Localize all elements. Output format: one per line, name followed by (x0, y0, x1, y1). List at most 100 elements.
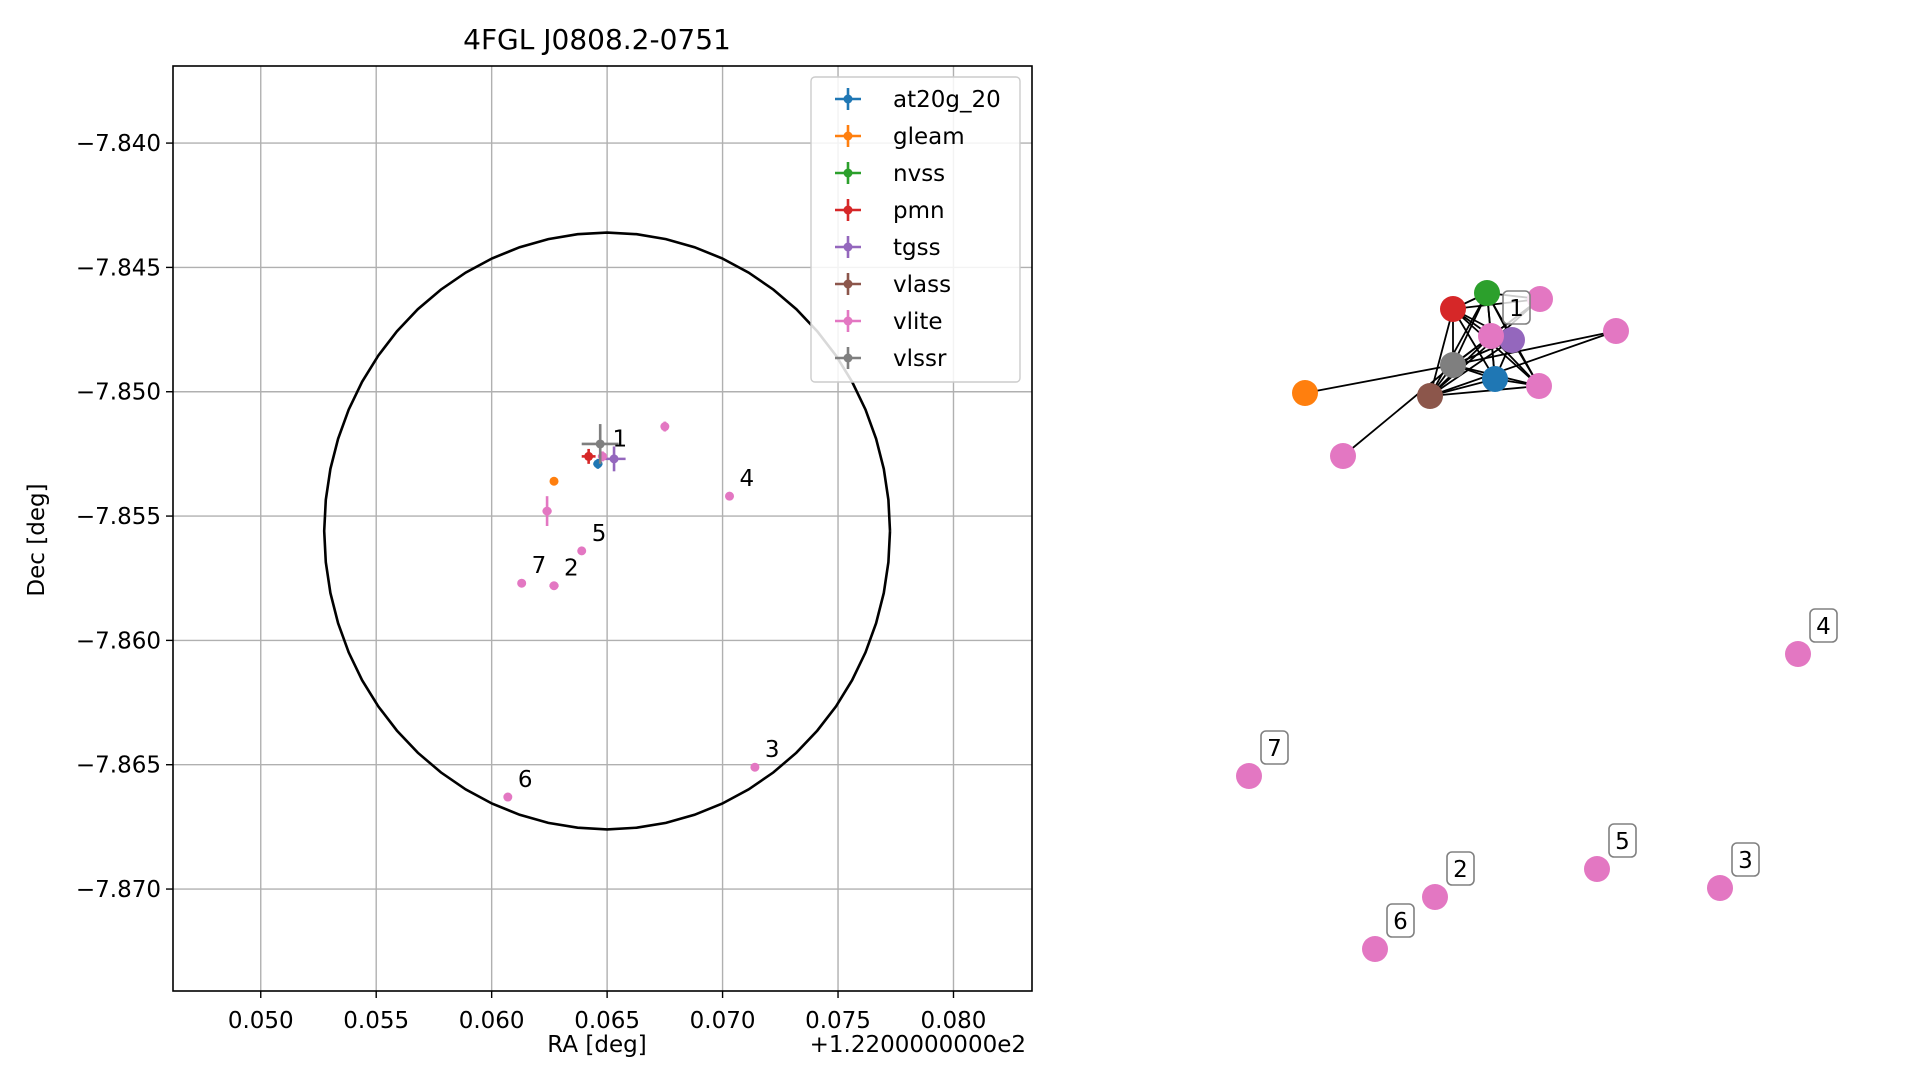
legend-entry-at20g_20: at20g_20 (835, 87, 1001, 113)
graph-node-vlite3 (1707, 875, 1733, 901)
node-label: 6 (1393, 909, 1408, 935)
point-label: 5 (592, 521, 607, 547)
plot-frame (172, 65, 1033, 992)
graph-edge (1342, 364, 1454, 457)
legend-marker (843, 168, 853, 178)
node-label-box: 7 (1260, 730, 1289, 765)
graph-edge (1429, 330, 1617, 397)
graph-node-nvss (1474, 280, 1500, 306)
point-marker (549, 476, 559, 486)
x-tick-label: 0.060 (459, 1008, 525, 1034)
legend-entry-gleam: gleam (835, 124, 965, 150)
y-tick-label: −7.845 (76, 255, 161, 281)
point-marker (549, 581, 559, 591)
point-marker (660, 422, 670, 432)
node-label: 2 (1453, 857, 1468, 883)
graph-node-vlite2 (1422, 884, 1448, 910)
graph-edge (1452, 330, 1617, 366)
graph-node-vlite_a (1527, 286, 1553, 312)
axis-ticks: 0.050 0.055 0.060 0.065 0.070 0.075 0.080 −7.84… (76, 131, 987, 1034)
scatter-chart: 4FGL J0808.2-0751 1 2 3 4 5 6 7 0.050 0.055 0.06… (24, 23, 1033, 1058)
data-point-vlite (725, 491, 735, 501)
legend-marker (843, 94, 853, 104)
localization-ellipse (322, 231, 892, 831)
node-label: 7 (1267, 736, 1282, 762)
y-tick-label: −7.860 (76, 628, 161, 654)
graph-node-gleam (1292, 380, 1318, 406)
data-point-vlite (517, 578, 527, 588)
legend-label: vlite (893, 309, 943, 335)
label-bubble (1386, 903, 1415, 938)
graph-node-vlssr (1440, 352, 1466, 378)
data-point-vlite (750, 762, 760, 772)
graph-node-vlite7 (1236, 763, 1262, 789)
graph-node-vlite_b (1330, 443, 1356, 469)
data-point-vlssr (581, 424, 619, 464)
data-point-vlite (503, 792, 513, 802)
label-bubble (1608, 823, 1637, 858)
point-marker (517, 578, 527, 588)
x-tick-label: 0.080 (921, 1008, 987, 1034)
data-point-vlite (577, 546, 587, 556)
legend-marker (843, 353, 853, 363)
x-tick-label: 0.070 (690, 1008, 756, 1034)
chart-title: 4FGL J0808.2-0751 (463, 23, 731, 56)
node-label-box: 5 (1608, 823, 1637, 858)
legend-entry-vlite: vlite (835, 309, 943, 335)
label-bubble (1260, 730, 1289, 765)
x-tick-label: 0.050 (228, 1008, 294, 1034)
legend-marker (843, 279, 853, 289)
x-tick-label: 0.065 (574, 1008, 640, 1034)
data-point-vlite (549, 581, 559, 591)
point-marker (725, 491, 735, 501)
point-label: 1 (613, 426, 628, 452)
node-label: 4 (1816, 614, 1831, 640)
legend-label: at20g_20 (893, 87, 1001, 113)
node-label-box: 3 (1731, 842, 1760, 877)
label-bubble (1731, 842, 1760, 877)
data-point-pmn (581, 448, 596, 464)
network-diagram: 1 2 3 4 5 6 7 (1236, 280, 1838, 962)
point-label: 6 (518, 767, 533, 793)
node-label: 5 (1615, 829, 1630, 855)
graph-edge (1429, 292, 1488, 397)
data-point-gleam (549, 476, 559, 486)
data-point-vlite (660, 421, 670, 432)
point-label: 7 (532, 553, 547, 579)
point-marker (577, 546, 587, 556)
y-tick-label: −7.840 (76, 131, 161, 157)
legend-marker (843, 205, 853, 215)
legend-label: tgss (893, 235, 941, 261)
legend-label: gleam (893, 124, 965, 150)
node-label-box: 6 (1386, 903, 1415, 938)
data-points (503, 421, 760, 802)
x-axis-label: RA [deg] (547, 1032, 646, 1058)
node-label: 1 (1509, 296, 1524, 322)
graph-node-at20g_20 (1482, 366, 1508, 392)
graph-node-vlite_c (1526, 373, 1552, 399)
graph-node-vlite6 (1362, 936, 1388, 962)
data-point-tgss (602, 446, 626, 472)
graph-node-pmn (1440, 296, 1466, 322)
x-tick-label: 0.075 (805, 1008, 871, 1034)
legend-label: vlass (893, 272, 951, 298)
legend-label: nvss (893, 161, 945, 187)
node-label-box: 4 (1809, 608, 1838, 643)
point-marker (584, 451, 594, 461)
graph-node-tgss (1499, 327, 1525, 353)
y-tick-label: −7.850 (76, 380, 161, 406)
graph-node-vlite1 (1478, 323, 1504, 349)
data-point-vlite (542, 496, 552, 527)
y-tick-label: −7.865 (76, 753, 161, 779)
graph-node-vlite5 (1584, 856, 1610, 882)
graph-node-vlite_d (1603, 318, 1629, 344)
point-marker (542, 506, 552, 516)
point-marker (609, 454, 619, 464)
legend-entry-pmn: pmn (835, 198, 945, 224)
point-marker (503, 792, 513, 802)
label-bubble (1809, 608, 1838, 643)
x-tick-label: 0.055 (343, 1008, 409, 1034)
graph-node-labels: 1 2 3 4 5 6 7 (1260, 290, 1838, 938)
